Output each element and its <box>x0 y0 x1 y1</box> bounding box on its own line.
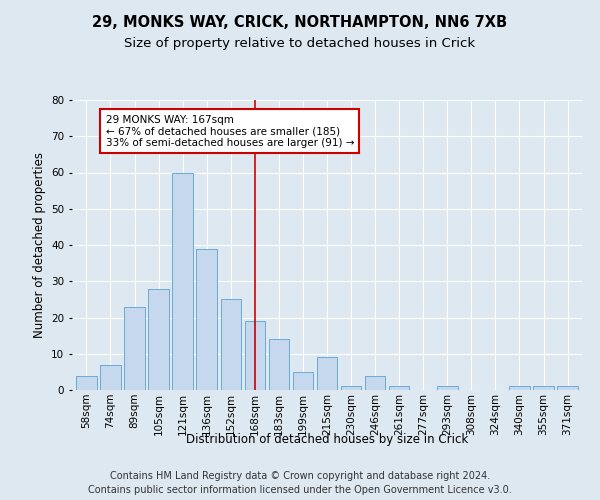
Y-axis label: Number of detached properties: Number of detached properties <box>32 152 46 338</box>
Bar <box>437 386 458 390</box>
Text: Distribution of detached houses by size in Crick: Distribution of detached houses by size … <box>186 432 468 446</box>
Bar <box>221 300 241 390</box>
Bar <box>509 386 530 390</box>
Bar <box>124 306 145 390</box>
Bar <box>245 321 265 390</box>
Bar <box>317 358 337 390</box>
Bar <box>293 372 313 390</box>
Text: 29 MONKS WAY: 167sqm
← 67% of detached houses are smaller (185)
33% of semi-deta: 29 MONKS WAY: 167sqm ← 67% of detached h… <box>106 114 354 148</box>
Bar <box>533 386 554 390</box>
Text: Contains HM Land Registry data © Crown copyright and database right 2024.
Contai: Contains HM Land Registry data © Crown c… <box>88 471 512 495</box>
Text: 29, MONKS WAY, CRICK, NORTHAMPTON, NN6 7XB: 29, MONKS WAY, CRICK, NORTHAMPTON, NN6 7… <box>92 15 508 30</box>
Bar <box>389 386 409 390</box>
Bar <box>196 248 217 390</box>
Bar <box>100 364 121 390</box>
Bar <box>557 386 578 390</box>
Bar <box>172 172 193 390</box>
Bar <box>148 288 169 390</box>
Bar <box>365 376 385 390</box>
Text: Size of property relative to detached houses in Crick: Size of property relative to detached ho… <box>124 38 476 51</box>
Bar <box>269 339 289 390</box>
Bar <box>341 386 361 390</box>
Bar <box>76 376 97 390</box>
